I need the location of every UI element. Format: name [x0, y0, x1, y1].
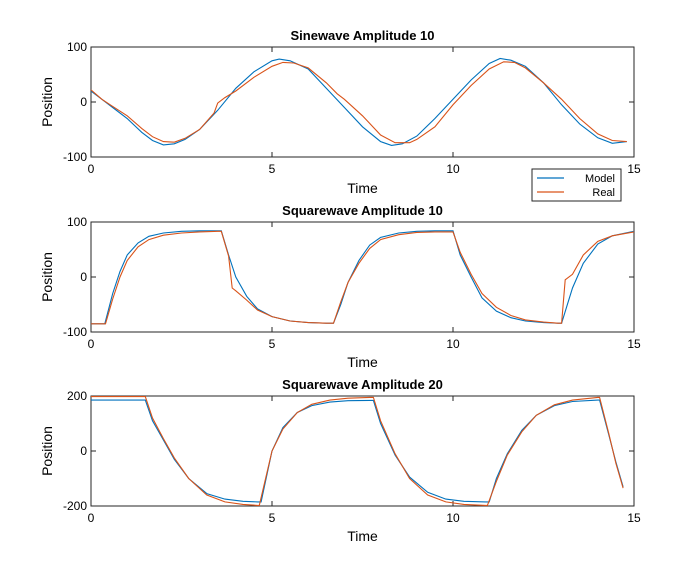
- chart-title: Sinewave Amplitude 10: [290, 28, 434, 43]
- y-tick-label: 200: [67, 389, 87, 403]
- x-axis-label: Time: [347, 180, 378, 196]
- y-axis-label: Position: [39, 77, 55, 127]
- plot-area: [90, 395, 635, 507]
- x-tick-label: 0: [88, 511, 95, 525]
- y-tick-label: 100: [67, 40, 87, 54]
- y-tick-label: -100: [63, 325, 87, 339]
- chart-panel-squarewave-10: Squarewave Amplitude 100 5 10 15-1000100Tim…: [39, 168, 641, 370]
- y-tick-label: 0: [80, 444, 87, 458]
- x-tick-label: 15: [627, 511, 641, 525]
- y-tick-label: 0: [80, 95, 87, 109]
- x-tick-label: 0: [88, 337, 95, 351]
- plot-area: [90, 221, 635, 333]
- x-tick-label: 5: [269, 511, 276, 525]
- x-tick-label: 15: [627, 162, 641, 176]
- y-tick-label: 0: [80, 270, 87, 284]
- x-tick-label: 10: [446, 511, 460, 525]
- x-tick-label: 0: [88, 162, 95, 176]
- chart-title: Squarewave Amplitude 20: [282, 377, 443, 392]
- y-axis-label: Position: [39, 426, 55, 476]
- y-tick-label: -200: [63, 499, 87, 513]
- series-line-model: [91, 57, 627, 146]
- chart-panel-sinewave-10: Sinewave Amplitude 100 5 10 15-1000100TimeP…: [39, 28, 641, 196]
- x-axis-label: Time: [347, 528, 378, 544]
- x-tick-label: 15: [627, 337, 641, 351]
- legend: [531, 168, 622, 202]
- x-tick-label: 5: [269, 162, 276, 176]
- y-tick-label: -100: [63, 150, 87, 164]
- chart-panel-squarewave-20: Squarewave Amplitude 200 5 10 15-2000200Tim…: [39, 377, 641, 544]
- x-tick-label: 10: [446, 337, 460, 351]
- chart-title: Squarewave Amplitude 10: [282, 203, 443, 218]
- x-tick-label: 10: [446, 162, 460, 176]
- series-line-real: [91, 396, 624, 506]
- legend-label-model: Model: [585, 173, 615, 185]
- plot-area: [90, 46, 635, 158]
- series-line-real: [91, 230, 634, 325]
- series-line-real: [91, 61, 627, 144]
- x-axis-label: Time: [347, 354, 378, 370]
- y-axis-label: Position: [39, 252, 55, 302]
- y-tick-label: 100: [67, 215, 87, 229]
- x-tick-label: 5: [269, 337, 276, 351]
- legend-label-real: Real: [592, 187, 615, 199]
